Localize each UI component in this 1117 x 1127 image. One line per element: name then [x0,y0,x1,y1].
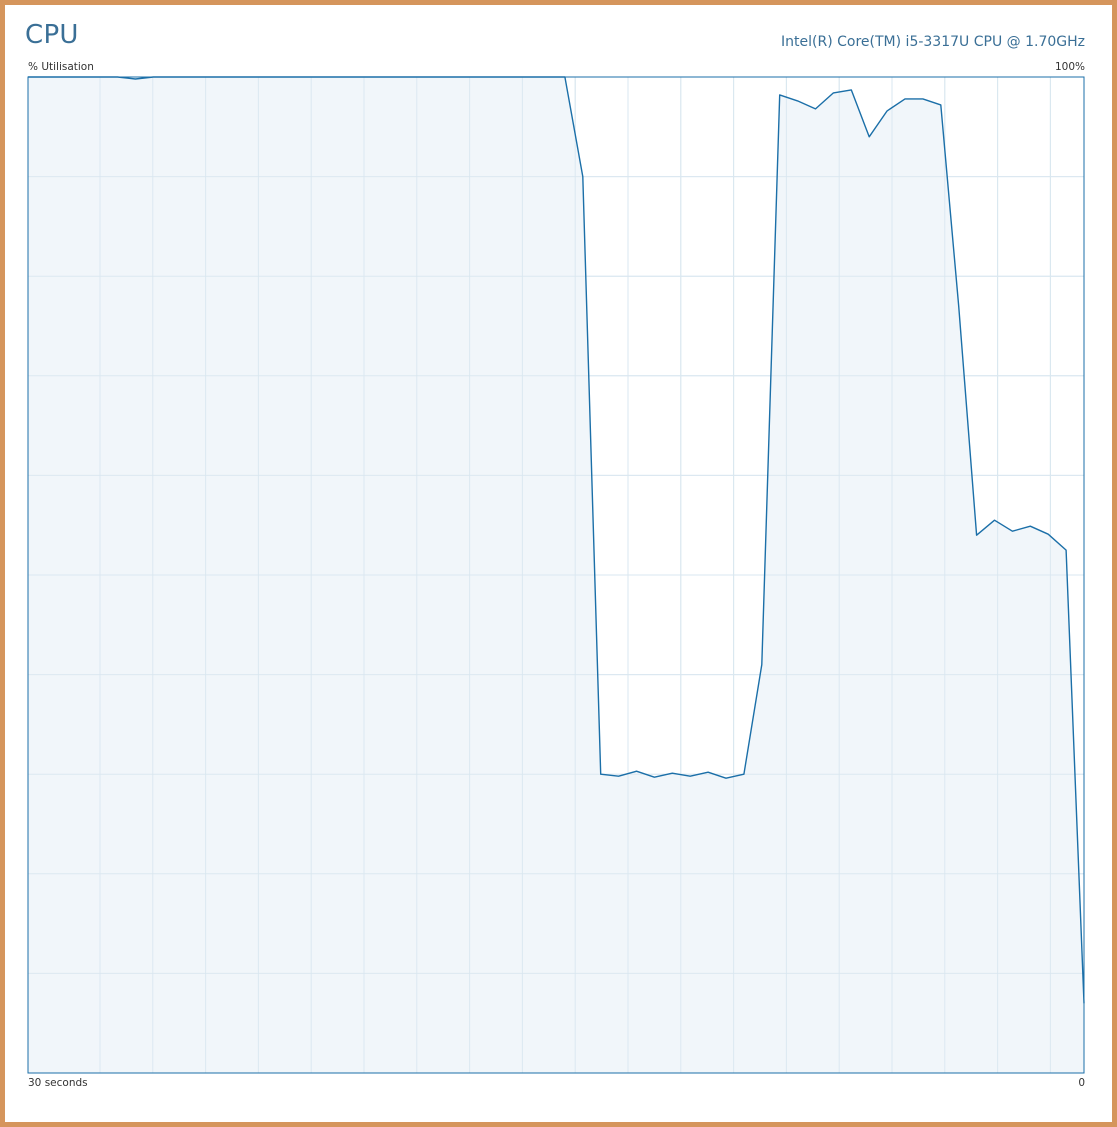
page-title: CPU [25,20,79,50]
chart-border [27,76,1085,1074]
x-axis-end-label: 0 [1078,1077,1085,1089]
processor-name: Intel(R) Core(TM) i5-3317U CPU @ 1.70GHz [781,34,1085,50]
x-axis-start-label: 30 seconds [28,1077,88,1089]
y-axis-max-label: 100% [1054,61,1085,73]
y-axis-label: % Utilisation [28,61,94,73]
